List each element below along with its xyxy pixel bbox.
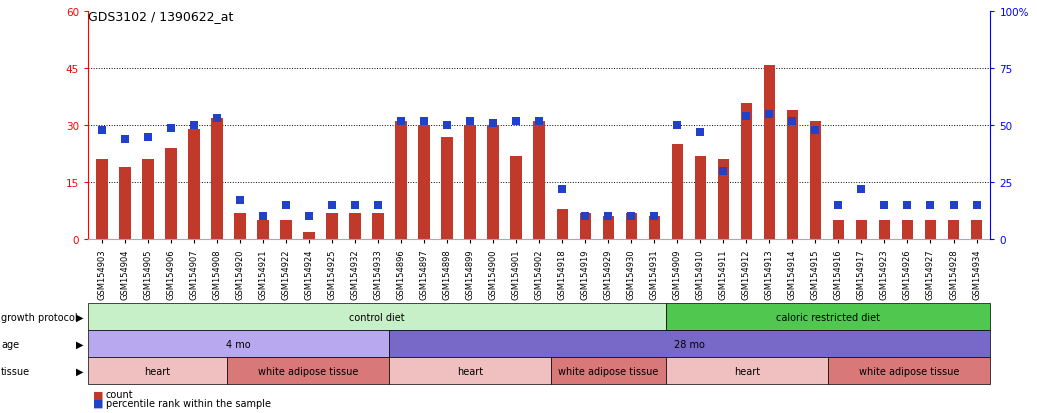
Point [301, 214, 317, 220]
Bar [648, 217, 661, 240]
Text: 4 mo: 4 mo [226, 339, 251, 349]
Point [600, 214, 617, 220]
Bar [189, 130, 200, 240]
Text: heart: heart [456, 366, 483, 376]
Point [393, 118, 410, 125]
Bar [672, 145, 683, 240]
Point [485, 121, 502, 127]
Bar [902, 221, 914, 240]
Bar [442, 137, 453, 240]
Point [554, 186, 570, 193]
Point [945, 202, 961, 209]
Bar [971, 221, 982, 240]
Bar [119, 168, 131, 240]
Text: ▶: ▶ [76, 312, 84, 322]
Text: ▶: ▶ [76, 339, 84, 349]
Text: tissue: tissue [1, 366, 30, 376]
Bar [327, 213, 338, 240]
Bar [234, 213, 246, 240]
Text: control diet: control diet [349, 312, 405, 322]
Bar [718, 160, 729, 240]
Bar [602, 217, 614, 240]
Point [899, 202, 916, 209]
Point [646, 214, 663, 220]
Bar [763, 65, 775, 240]
Point [969, 202, 985, 209]
Point [439, 123, 455, 129]
Point [531, 118, 548, 125]
Bar [625, 213, 637, 240]
Bar [878, 221, 890, 240]
Text: 28 mo: 28 mo [674, 339, 705, 349]
Bar [418, 126, 430, 240]
Text: heart: heart [144, 366, 171, 376]
Text: percentile rank within the sample: percentile rank within the sample [106, 398, 271, 408]
Point [807, 127, 823, 134]
Point [186, 123, 202, 129]
Point [784, 118, 801, 125]
Bar [580, 213, 591, 240]
Point [461, 118, 478, 125]
Text: count: count [106, 389, 134, 399]
Point [117, 136, 134, 143]
Bar [787, 111, 798, 240]
Bar [833, 221, 844, 240]
Bar [212, 119, 223, 240]
Point [831, 202, 847, 209]
Point [231, 198, 248, 204]
Bar [856, 221, 867, 240]
Text: white adipose tissue: white adipose tissue [559, 366, 658, 376]
Text: caloric restricted diet: caloric restricted diet [777, 312, 880, 322]
Bar [925, 221, 936, 240]
Point [853, 186, 870, 193]
Point [324, 202, 340, 209]
Point [370, 202, 387, 209]
Bar [96, 160, 108, 240]
Point [922, 202, 938, 209]
Point [761, 111, 778, 118]
Bar [257, 221, 269, 240]
Bar [695, 156, 706, 240]
Point [416, 118, 432, 125]
Bar [533, 122, 545, 240]
Text: GDS3102 / 1390622_at: GDS3102 / 1390622_at [88, 10, 233, 23]
Bar [372, 213, 384, 240]
Text: ▶: ▶ [76, 366, 84, 376]
Text: heart: heart [734, 366, 760, 376]
Point [346, 202, 363, 209]
Bar [510, 156, 522, 240]
Bar [740, 103, 752, 240]
Text: age: age [1, 339, 19, 349]
Bar [487, 126, 499, 240]
Bar [810, 122, 821, 240]
Point [508, 118, 525, 125]
Bar [304, 232, 315, 240]
Bar [948, 221, 959, 240]
Point [738, 114, 755, 120]
Bar [165, 149, 176, 240]
Bar [142, 160, 153, 240]
Bar [557, 209, 568, 240]
Bar [395, 122, 407, 240]
Text: ■: ■ [93, 398, 104, 408]
Point [623, 214, 640, 220]
Point [876, 202, 893, 209]
Text: white adipose tissue: white adipose tissue [258, 366, 358, 376]
Point [692, 130, 708, 136]
Text: white adipose tissue: white adipose tissue [860, 366, 959, 376]
Bar [349, 213, 361, 240]
Text: growth protocol: growth protocol [1, 312, 78, 322]
Point [577, 214, 593, 220]
Point [93, 127, 110, 134]
Point [140, 134, 157, 140]
Point [278, 202, 295, 209]
Point [208, 116, 225, 123]
Point [716, 168, 732, 175]
Point [669, 123, 685, 129]
Bar [280, 221, 291, 240]
Bar [465, 126, 476, 240]
Text: ■: ■ [93, 389, 104, 399]
Point [163, 125, 179, 131]
Point [255, 214, 272, 220]
